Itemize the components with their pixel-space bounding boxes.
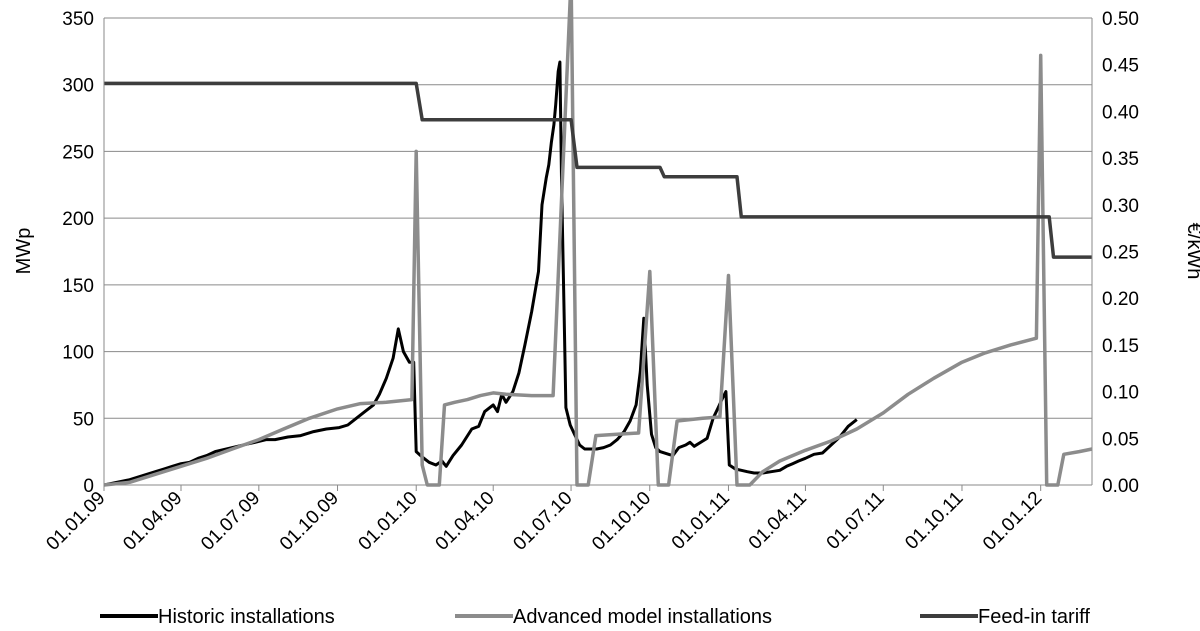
- y-tick-label: 350: [62, 9, 94, 30]
- y2-tick-label: 0.05: [1102, 429, 1139, 450]
- y2-tick-label: 0.15: [1102, 336, 1139, 357]
- x-tick-label: 01.04.11: [745, 488, 811, 554]
- y2-tick-label: 0.20: [1102, 289, 1139, 310]
- legend-label-tariff: Feed-in tariff: [978, 606, 1090, 628]
- y2-tick-label: 0.35: [1102, 149, 1139, 170]
- y2-tick-label: 0.30: [1102, 196, 1139, 217]
- y2-tick-label: 0.40: [1102, 102, 1139, 123]
- y-axis-title: MWp: [13, 228, 35, 275]
- y2-tick-label: 0.50: [1102, 9, 1139, 30]
- series-lines: [103, 0, 1093, 487]
- legend-label-advanced: Advanced model installations: [513, 606, 772, 628]
- series-line-2: [104, 81, 1092, 259]
- x-tick-label: 01.10.09: [276, 488, 343, 555]
- x-tick-label: 01.07.09: [197, 488, 264, 555]
- x-tick-label: 01.01.11: [668, 488, 734, 554]
- x-tick-label: 01.07.10: [509, 488, 576, 555]
- x-tick-label: 01.04.09: [119, 488, 186, 555]
- series-line-1: [103, 0, 1093, 487]
- plot-border: [103, 18, 1093, 486]
- x-tick-label: 01.04.10: [432, 488, 499, 555]
- x-tick-label: 01.07.11: [823, 488, 889, 554]
- right-axis-labels: 0.00 0.05 0.10 0.15 0.20 0.25 0.30 0.35 0.40 0.45…: [1102, 9, 1139, 497]
- y2-tick-label: 0.10: [1102, 383, 1139, 404]
- y-tick-label: 150: [62, 276, 94, 297]
- x-tick-label: 01.01.12: [979, 488, 1046, 555]
- x-tick-label: 01.10.11: [901, 488, 967, 554]
- x-axis-ticks: [103, 485, 1042, 491]
- left-axis-labels: 0 50 100 150 200 250 300 350: [62, 9, 94, 497]
- y-tick-label: 200: [62, 209, 94, 230]
- y2-tick-label: 0.45: [1102, 56, 1139, 77]
- y-tick-label: 250: [62, 142, 94, 163]
- y-tick-label: 100: [62, 343, 94, 364]
- y2-tick-label: 0.25: [1102, 243, 1139, 264]
- x-tick-label: 01.10.10: [588, 488, 655, 555]
- y2-axis-title: €/kWh: [1183, 223, 1200, 280]
- legend: Historic installations Advanced model in…: [100, 606, 1090, 628]
- series-line-0: [103, 60, 858, 487]
- gridlines: [104, 17, 1092, 486]
- x-tick-label: 01.01.09: [42, 488, 109, 555]
- y-tick-label: 50: [73, 409, 94, 430]
- y-tick-label: 300: [62, 76, 94, 97]
- y-tick-label: 0: [83, 476, 94, 497]
- x-axis-labels: 01.01.09 01.04.09 01.07.09 01.10.09 01.01.10…: [42, 488, 1046, 555]
- x-tick-label: 01.01.10: [355, 488, 422, 555]
- legend-label-historic: Historic installations: [158, 606, 335, 628]
- y2-tick-label: 0.00: [1102, 476, 1139, 497]
